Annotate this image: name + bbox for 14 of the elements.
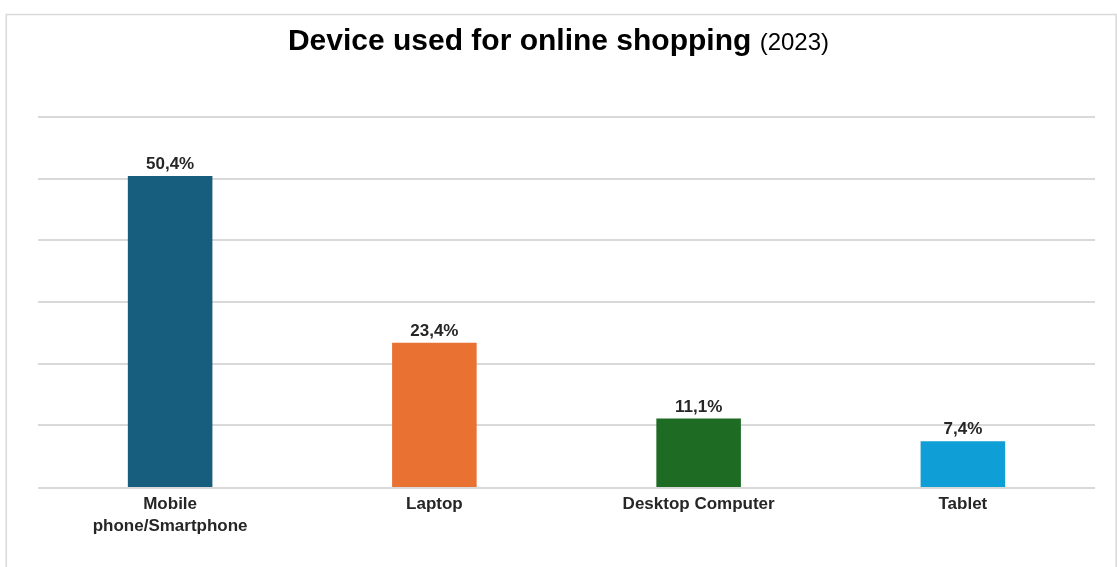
data-label: 11,1%: [675, 396, 723, 416]
bar: [656, 418, 741, 487]
bar: [920, 441, 1006, 487]
bar: [127, 176, 213, 487]
data-label: 7,4%: [943, 419, 983, 439]
x-tick-label: Desktop Computer: [622, 494, 776, 514]
x-tick-label: Laptop: [406, 494, 463, 514]
data-label: 23,4%: [410, 320, 459, 340]
x-tick-label: Tablet: [938, 494, 988, 514]
chart-subtitle: (2023): [759, 28, 830, 56]
bar: [392, 342, 477, 487]
chart-title: Device used for online shopping: [287, 23, 752, 57]
data-label: 50,4%: [146, 154, 195, 174]
x-tick-label: Mobile phone/Smartphone: [92, 494, 248, 536]
